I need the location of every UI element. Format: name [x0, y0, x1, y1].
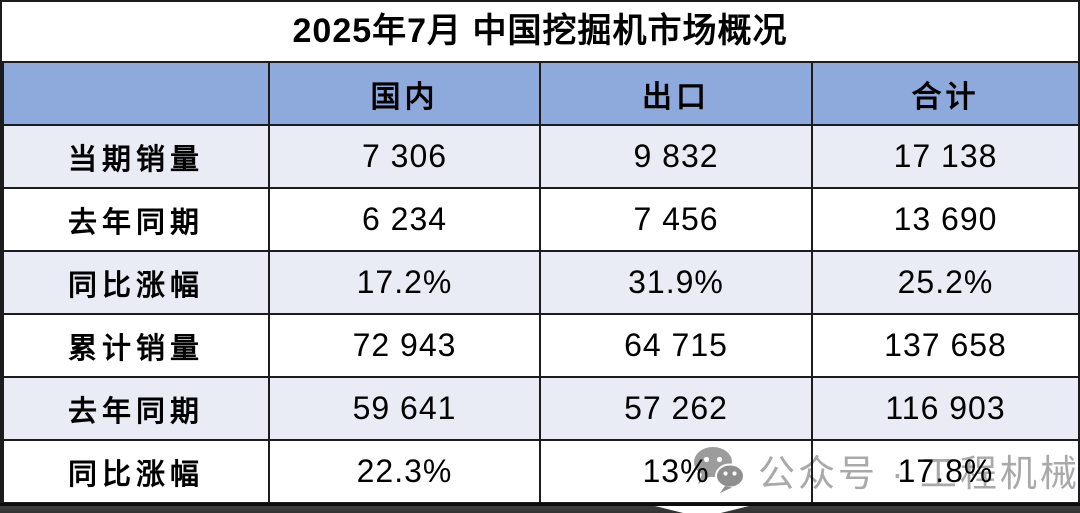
cell-value: 57 262 — [539, 376, 813, 441]
cell-value: 17 138 — [811, 124, 1080, 189]
cell-value: 17.2% — [268, 250, 541, 315]
pull-handle-notch — [655, 506, 749, 513]
table-row: 同比涨幅 17.2% 31.9% 25.2% — [2, 250, 1080, 315]
cell-value: 9 832 — [539, 124, 813, 189]
table-row: 去年同期 59 641 57 262 116 903 — [2, 376, 1080, 441]
cell-value: 59 641 — [268, 376, 541, 441]
cell-value: 25.2% — [811, 250, 1080, 315]
header-cell-total: 合计 — [811, 61, 1080, 126]
cell-value: 6 234 — [268, 187, 541, 252]
table-header-row: 国内 出口 合计 — [2, 61, 1080, 126]
row-label: 累计销量 — [2, 313, 270, 378]
cell-value: 137 658 — [811, 313, 1080, 378]
header-cell-domestic: 国内 — [268, 61, 541, 126]
header-cell-export: 出口 — [539, 61, 813, 126]
row-label: 同比涨幅 — [2, 439, 270, 504]
row-label: 去年同期 — [2, 187, 270, 252]
table-row: 累计销量 72 943 64 715 137 658 — [2, 313, 1080, 378]
row-label: 同比涨幅 — [2, 250, 270, 315]
cell-value: 64 715 — [539, 313, 813, 378]
bottom-bar — [0, 503, 1080, 513]
cell-value: 22.3% — [268, 439, 541, 504]
cell-value: 7 456 — [539, 187, 813, 252]
cell-value: 116 903 — [811, 376, 1080, 441]
table-row: 同比涨幅 22.3% 13% 17.8% — [2, 439, 1080, 504]
cell-value: 13% — [539, 439, 813, 504]
header-cell-empty — [2, 61, 270, 126]
row-label: 当期销量 — [2, 124, 270, 189]
table-row: 去年同期 6 234 7 456 13 690 — [2, 187, 1080, 252]
cell-value: 7 306 — [268, 124, 541, 189]
table-title: 2025年7月 中国挖掘机市场概况 — [2, 2, 1078, 61]
table-row: 当期销量 7 306 9 832 17 138 — [2, 124, 1080, 189]
cell-value: 31.9% — [539, 250, 813, 315]
market-table: 国内 出口 合计 当期销量 7 306 9 832 17 138 去年同期 6 … — [2, 61, 1080, 504]
cell-value: 72 943 — [268, 313, 541, 378]
cell-value: 13 690 — [811, 187, 1080, 252]
cell-value: 17.8% — [811, 439, 1080, 504]
row-label: 去年同期 — [2, 376, 270, 441]
